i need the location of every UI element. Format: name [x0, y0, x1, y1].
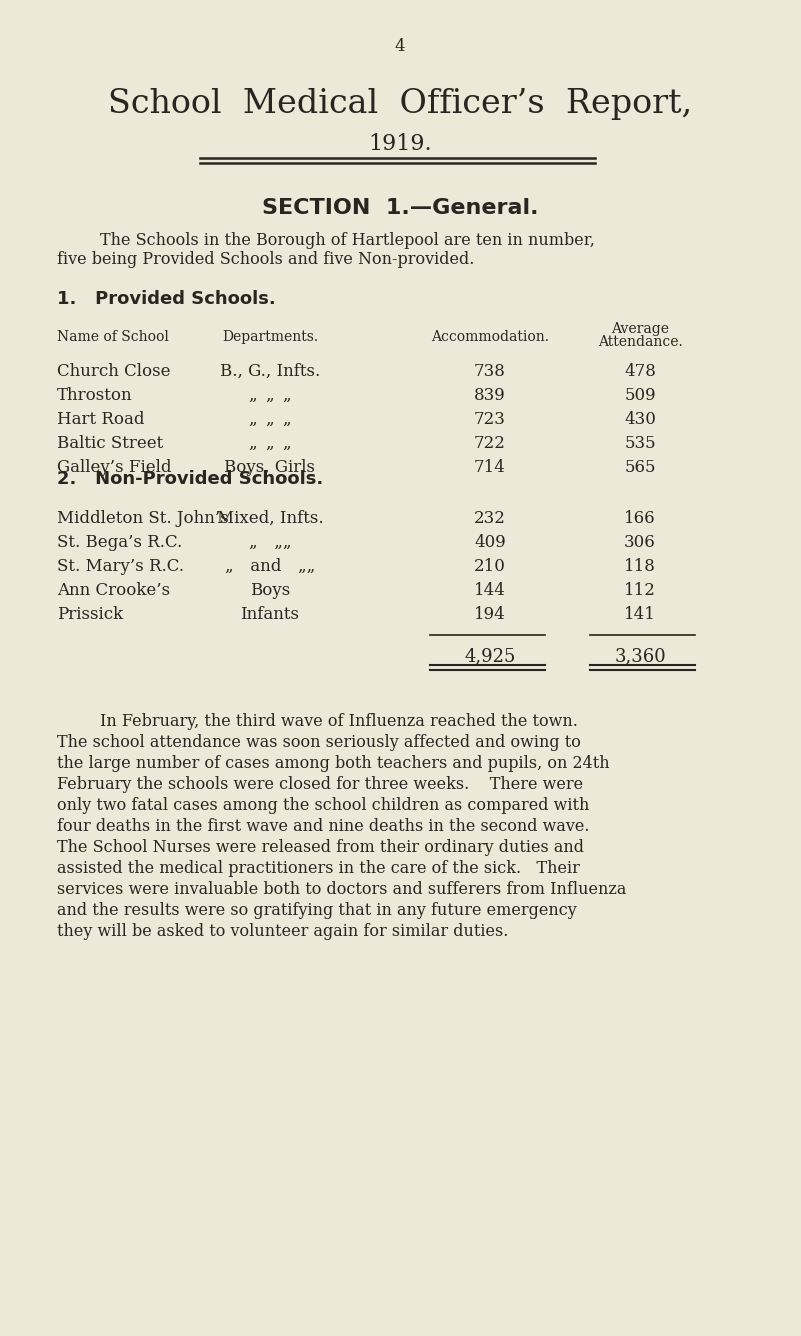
Text: Church Close: Church Close: [57, 363, 171, 379]
Text: „ and „„: „ and „„: [225, 558, 315, 574]
Text: 194: 194: [474, 607, 506, 623]
Text: St. Mary’s R.C.: St. Mary’s R.C.: [57, 558, 184, 574]
Text: Middleton St. John’s: Middleton St. John’s: [57, 510, 229, 526]
Text: 306: 306: [624, 534, 656, 550]
Text: School  Medical  Officer’s  Report,: School Medical Officer’s Report,: [108, 88, 692, 120]
Text: 535: 535: [624, 436, 656, 452]
Text: St. Bega’s R.C.: St. Bega’s R.C.: [57, 534, 183, 550]
Text: Infants: Infants: [240, 607, 300, 623]
Text: 4: 4: [395, 37, 405, 55]
Text: 478: 478: [624, 363, 656, 379]
Text: „ „„: „ „„: [249, 534, 292, 550]
Text: The School Nurses were released from their ordinary duties and: The School Nurses were released from the…: [57, 839, 584, 856]
Text: B., G., Infts.: B., G., Infts.: [220, 363, 320, 379]
Text: 714: 714: [474, 460, 506, 476]
Text: 723: 723: [474, 411, 506, 428]
Text: 1.   Provided Schools.: 1. Provided Schools.: [57, 290, 276, 309]
Text: 232: 232: [474, 510, 506, 526]
Text: February the schools were closed for three weeks.    There were: February the schools were closed for thr…: [57, 776, 583, 794]
Text: 4,925: 4,925: [465, 647, 516, 665]
Text: four deaths in the first wave and nine deaths in the second wave.: four deaths in the first wave and nine d…: [57, 818, 590, 835]
Text: 738: 738: [474, 363, 506, 379]
Text: The school attendance was soon seriously affected and owing to: The school attendance was soon seriously…: [57, 733, 581, 751]
Text: „ „ „: „ „ „: [248, 387, 292, 403]
Text: 118: 118: [624, 558, 656, 574]
Text: 430: 430: [624, 411, 656, 428]
Text: services were invaluable both to doctors and sufferers from Influenza: services were invaluable both to doctors…: [57, 880, 626, 898]
Text: The Schools in the Borough of Hartlepool are ten in number,: The Schools in the Borough of Hartlepool…: [100, 232, 595, 248]
Text: Baltic Street: Baltic Street: [57, 436, 163, 452]
Text: 1919.: 1919.: [368, 134, 432, 155]
Text: 722: 722: [474, 436, 506, 452]
Text: In February, the third wave of Influenza reached the town.: In February, the third wave of Influenza…: [100, 713, 578, 729]
Text: 144: 144: [474, 582, 506, 599]
Text: Average: Average: [611, 322, 669, 335]
Text: 565: 565: [624, 460, 656, 476]
Text: Galley’s Field: Galley’s Field: [57, 460, 171, 476]
Text: 112: 112: [624, 582, 656, 599]
Text: 509: 509: [624, 387, 656, 403]
Text: only two fatal cases among the school children as compared with: only two fatal cases among the school ch…: [57, 798, 590, 814]
Text: 3,360: 3,360: [614, 647, 666, 665]
Text: 141: 141: [624, 607, 656, 623]
Text: „ „ „: „ „ „: [248, 411, 292, 428]
Text: and the results were so gratifying that in any future emergency: and the results were so gratifying that …: [57, 902, 577, 919]
Text: Boys, Girls: Boys, Girls: [224, 460, 316, 476]
Text: Ann Crooke’s: Ann Crooke’s: [57, 582, 170, 599]
Text: five being Provided Schools and five Non-provided.: five being Provided Schools and five Non…: [57, 251, 474, 269]
Text: they will be asked to volunteer again for similar duties.: they will be asked to volunteer again fo…: [57, 923, 509, 941]
Text: Accommodation.: Accommodation.: [431, 330, 549, 343]
Text: Departments.: Departments.: [222, 330, 318, 343]
Text: Mixed, Infts.: Mixed, Infts.: [217, 510, 324, 526]
Text: Name of School: Name of School: [57, 330, 169, 343]
Text: the large number of cases among both teachers and pupils, on 24th: the large number of cases among both tea…: [57, 755, 610, 772]
Text: „ „ „: „ „ „: [248, 436, 292, 452]
Text: 2.   Non-Provided Schools.: 2. Non-Provided Schools.: [57, 470, 324, 488]
Text: assisted the medical practitioners in the care of the sick.   Their: assisted the medical practitioners in th…: [57, 860, 580, 876]
Text: Throston: Throston: [57, 387, 133, 403]
Text: Boys: Boys: [250, 582, 290, 599]
Text: 839: 839: [474, 387, 506, 403]
Text: Attendance.: Attendance.: [598, 335, 682, 349]
Text: Prissick: Prissick: [57, 607, 123, 623]
Text: 210: 210: [474, 558, 506, 574]
Text: 166: 166: [624, 510, 656, 526]
Text: Hart Road: Hart Road: [57, 411, 144, 428]
Text: SECTION  1.—General.: SECTION 1.—General.: [262, 198, 538, 218]
Text: 409: 409: [474, 534, 506, 550]
